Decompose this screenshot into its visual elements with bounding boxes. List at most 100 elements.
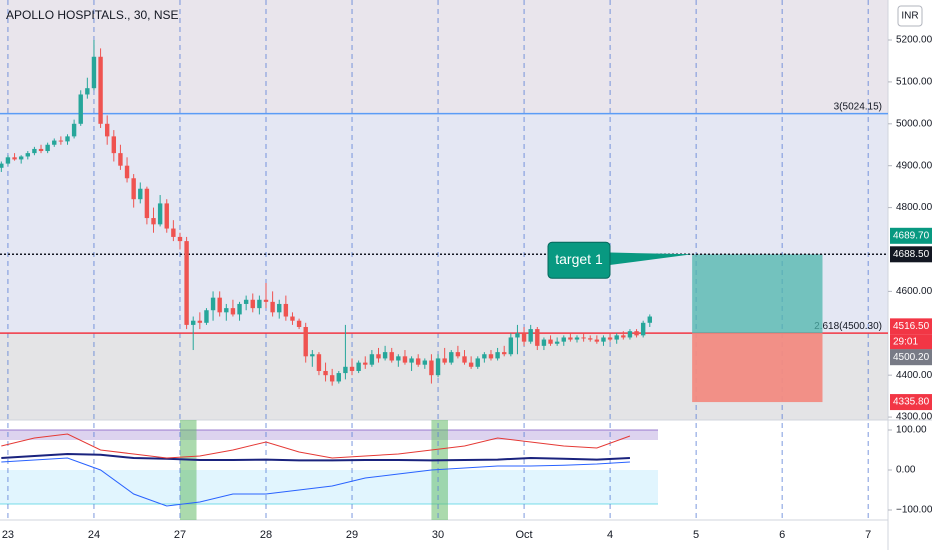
level-label: 3(5024.15) bbox=[834, 101, 882, 112]
x-tick-label: 27 bbox=[174, 529, 186, 541]
candle-body bbox=[607, 337, 613, 340]
currency: INR bbox=[901, 11, 918, 22]
candle-body bbox=[588, 338, 593, 340]
candle-body bbox=[270, 301, 275, 313]
price-badge-label: 4689.70 bbox=[893, 230, 930, 241]
candle-body bbox=[329, 375, 335, 382]
candle-body bbox=[627, 331, 633, 338]
x-tick-label: 7 bbox=[865, 529, 871, 541]
candle-body bbox=[535, 329, 540, 346]
candle-body bbox=[237, 303, 242, 315]
price-badge-label: 4688.50 bbox=[893, 249, 930, 260]
y-tick-label: 5000.00 bbox=[896, 118, 932, 129]
chart-title: APOLLO HOSPITALS., 30, NSE bbox=[6, 8, 179, 22]
candle-body bbox=[91, 56, 97, 89]
y-tick-label: 4300.00 bbox=[896, 412, 932, 423]
y-tick-label: 5100.00 bbox=[896, 77, 932, 88]
ind-band-top bbox=[0, 430, 658, 440]
candle-body bbox=[296, 320, 302, 327]
candle-body bbox=[210, 297, 216, 311]
candle-body bbox=[396, 356, 401, 361]
candle-body bbox=[515, 333, 520, 338]
candle-body bbox=[482, 354, 487, 359]
candle-body bbox=[18, 156, 24, 160]
candle-body bbox=[5, 157, 11, 164]
candle-body bbox=[263, 299, 269, 302]
candle-body bbox=[71, 123, 77, 137]
price-badge-label: 4500.20 bbox=[893, 352, 930, 363]
y-tick-label: 5200.00 bbox=[896, 35, 932, 46]
candle-body bbox=[640, 322, 646, 336]
plot: 3(5024.15) 2.618(4500.30) target 1 bbox=[0, 0, 888, 520]
candle-body bbox=[184, 241, 189, 325]
candle-body bbox=[475, 358, 480, 367]
y-tick-label: 4400.00 bbox=[896, 370, 932, 381]
candle-body bbox=[177, 236, 183, 242]
candle-body bbox=[197, 320, 203, 323]
candle-body bbox=[230, 308, 236, 315]
candle-body bbox=[171, 228, 176, 237]
candle-body bbox=[369, 354, 375, 365]
candle-body bbox=[38, 148, 44, 152]
candle-body bbox=[468, 362, 474, 367]
candle-body bbox=[462, 356, 467, 363]
price-badge bbox=[890, 349, 932, 366]
candle-body bbox=[574, 337, 580, 340]
candle-body bbox=[310, 354, 315, 357]
candle-body bbox=[0, 163, 4, 168]
candle-body bbox=[402, 356, 408, 363]
candle-body bbox=[382, 352, 388, 359]
candle-body bbox=[104, 123, 110, 137]
candle-body bbox=[257, 299, 262, 309]
x-tick-label: 29 bbox=[346, 529, 358, 541]
candle-body bbox=[488, 354, 494, 359]
candle-body bbox=[144, 188, 150, 219]
target-zone bbox=[692, 254, 823, 334]
candle-body bbox=[455, 352, 461, 357]
candle-body bbox=[442, 358, 447, 363]
stop-zone bbox=[692, 333, 823, 403]
candle-body bbox=[111, 136, 117, 154]
y-tick-label: 4900.00 bbox=[896, 160, 932, 171]
candle-body bbox=[508, 337, 514, 355]
x-tick-label: 4 bbox=[607, 529, 613, 541]
candle-body bbox=[389, 352, 394, 361]
candle-body bbox=[561, 337, 566, 342]
candle-body bbox=[98, 56, 103, 124]
candle-body bbox=[429, 360, 434, 376]
candle-body bbox=[449, 352, 454, 363]
candle-body bbox=[217, 297, 222, 313]
candle-body bbox=[356, 362, 361, 371]
candle-body bbox=[316, 354, 322, 371]
y-tick-label: 4800.00 bbox=[896, 202, 932, 213]
candle-body bbox=[157, 203, 163, 225]
candle-body bbox=[65, 136, 70, 142]
candle-body bbox=[349, 366, 355, 371]
candle-body bbox=[647, 316, 652, 323]
candle-body bbox=[521, 333, 527, 342]
candle-body bbox=[45, 144, 50, 152]
candle-body bbox=[363, 362, 368, 365]
x-tick-label: 23 bbox=[2, 529, 14, 541]
price-badge bbox=[890, 394, 932, 411]
candle-body bbox=[614, 335, 619, 340]
candle-body bbox=[191, 320, 196, 325]
candle-body bbox=[343, 366, 348, 374]
candle-body bbox=[78, 94, 83, 124]
indicator-line bbox=[1, 457, 630, 507]
candle-body bbox=[581, 337, 586, 339]
price-badge-label: 4335.80 bbox=[893, 397, 930, 408]
candle-body bbox=[594, 339, 600, 342]
candle-body bbox=[568, 337, 573, 340]
candle-body bbox=[621, 335, 626, 338]
callout-pointer bbox=[600, 252, 693, 267]
currency-box[interactable] bbox=[897, 5, 923, 27]
candle-body bbox=[541, 339, 547, 346]
y-tick-label: 100.00 bbox=[896, 425, 927, 436]
x-tick-label: 30 bbox=[432, 529, 444, 541]
candle-body bbox=[224, 308, 229, 313]
price-badge bbox=[890, 227, 932, 244]
candle-body bbox=[409, 358, 414, 363]
price-badge bbox=[890, 246, 932, 263]
